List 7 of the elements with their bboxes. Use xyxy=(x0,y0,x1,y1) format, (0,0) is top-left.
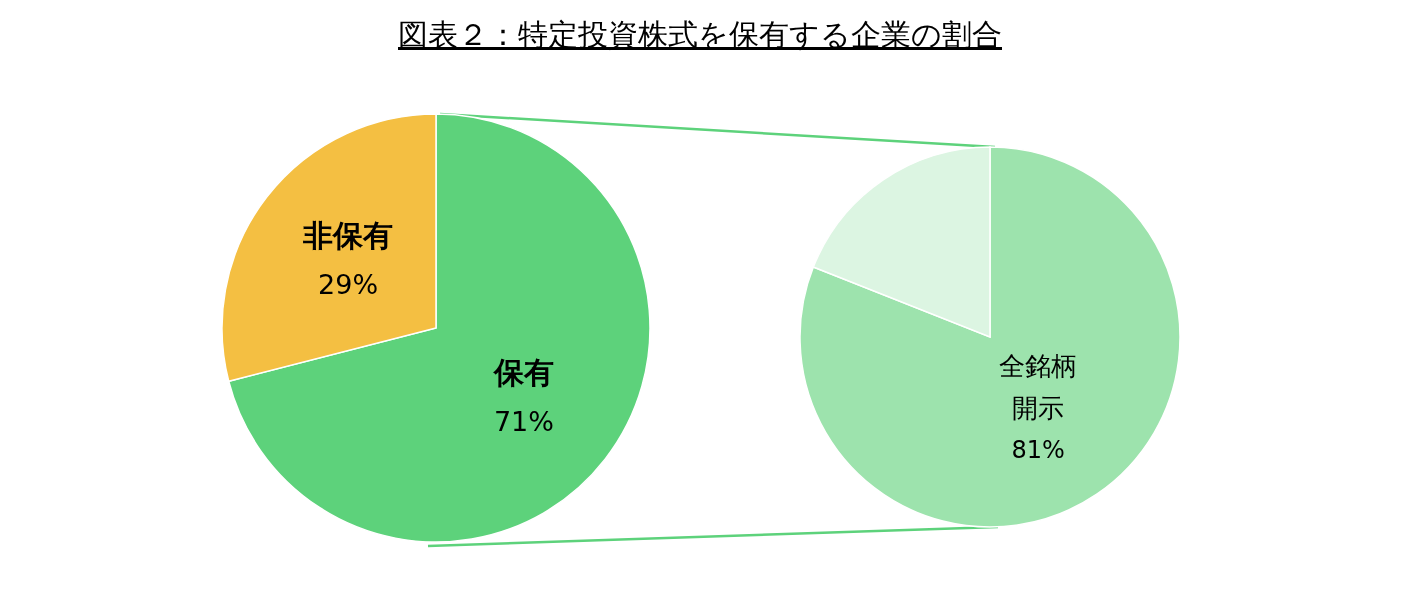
slice-label: 非保有 xyxy=(302,218,394,254)
data-label: 81% xyxy=(1011,436,1065,465)
slice-label: 全銘柄開示 xyxy=(999,351,1078,423)
data-label: 71% xyxy=(493,405,554,437)
slice-label: 保有 xyxy=(492,354,554,390)
chart-title: 図表２：特定投資株式を保有する企業の割合 xyxy=(398,17,1002,52)
data-label: 29% xyxy=(318,269,379,301)
